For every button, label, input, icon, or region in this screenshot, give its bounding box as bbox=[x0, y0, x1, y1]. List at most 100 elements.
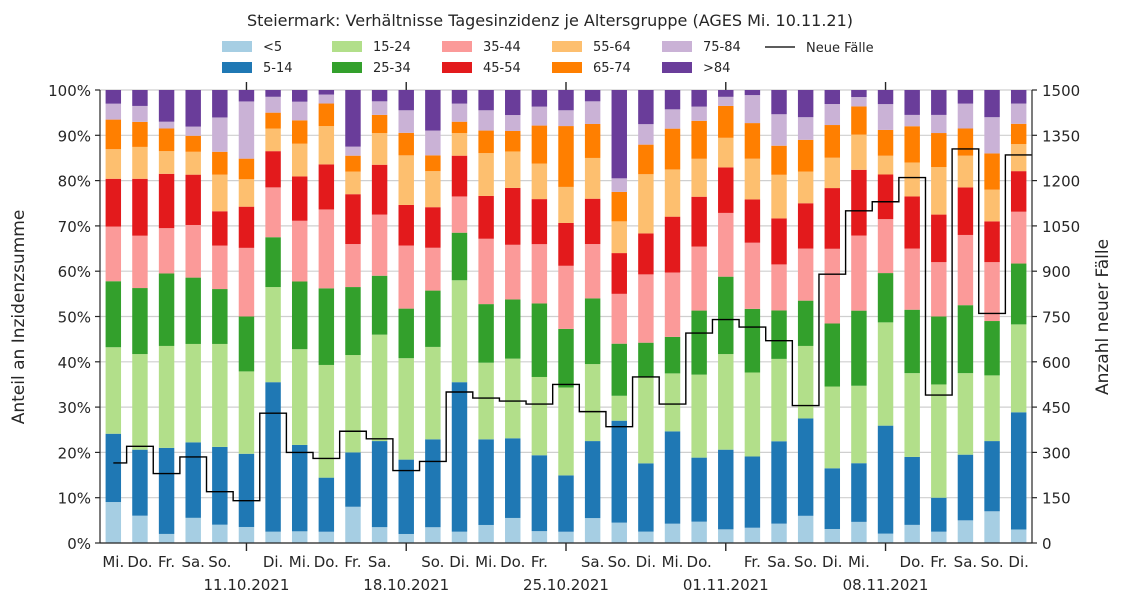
bar-segment bbox=[638, 274, 654, 343]
x-tick-label: Do. bbox=[687, 553, 712, 571]
bar-segment bbox=[824, 90, 841, 105]
y-tick-label-right: 0 bbox=[1042, 535, 1052, 553]
bar-segment bbox=[931, 316, 947, 385]
bar-segment bbox=[611, 90, 627, 179]
bar-segment bbox=[771, 145, 787, 175]
bar-segment bbox=[345, 287, 361, 356]
y-tick-label-right: 1200 bbox=[1042, 173, 1080, 191]
bar-segment bbox=[531, 90, 548, 107]
bar-segment bbox=[797, 117, 814, 140]
bar-segment bbox=[984, 441, 1000, 512]
bar-segment bbox=[398, 132, 414, 156]
bar-segment bbox=[718, 529, 734, 543]
bar-segment bbox=[691, 521, 707, 543]
bar-segment bbox=[451, 90, 468, 104]
bar-segment bbox=[425, 171, 441, 208]
bar-segment bbox=[584, 101, 601, 124]
bar-segment bbox=[851, 106, 867, 135]
bar-segment bbox=[797, 171, 814, 204]
legend-label: Neue Fälle bbox=[806, 41, 874, 56]
x-tick-label: Sa. bbox=[368, 553, 391, 571]
bar-segment bbox=[957, 187, 974, 235]
bar-segment bbox=[851, 521, 867, 543]
bar-segment bbox=[158, 173, 175, 229]
bar-segment bbox=[105, 90, 122, 104]
bar-segment bbox=[957, 305, 974, 374]
bar-segment bbox=[664, 523, 681, 543]
bar-segment bbox=[1010, 529, 1027, 543]
x-tick-label: So. bbox=[794, 553, 817, 571]
bar-segment bbox=[132, 178, 148, 236]
bar-segment bbox=[904, 114, 920, 127]
bar-segment bbox=[132, 354, 148, 450]
bar-segment bbox=[691, 246, 707, 311]
bar-segment bbox=[425, 290, 441, 347]
bar-segment bbox=[158, 121, 175, 129]
bar-segment bbox=[425, 155, 441, 172]
bar-segment bbox=[851, 134, 867, 170]
bar-segment bbox=[904, 456, 920, 525]
y-tick-label-right: 300 bbox=[1042, 444, 1071, 462]
bar-segment bbox=[212, 174, 228, 212]
bar-segment bbox=[771, 90, 787, 115]
bar-segment bbox=[797, 418, 814, 516]
legend-swatch bbox=[442, 41, 472, 52]
bar-segment bbox=[291, 220, 308, 282]
bar-segment bbox=[904, 373, 920, 457]
bar-segment bbox=[478, 304, 494, 363]
bar-segment bbox=[158, 128, 175, 152]
bar-segment bbox=[105, 178, 122, 227]
bar-segment bbox=[584, 518, 601, 543]
bar-segment bbox=[158, 151, 175, 174]
bar-segment bbox=[291, 176, 308, 221]
bar-segment bbox=[531, 125, 548, 164]
bar-segment bbox=[558, 265, 574, 329]
bar-segment bbox=[425, 207, 441, 248]
y-axis-left-label: Anteil an Inzidenzsumme bbox=[9, 210, 29, 425]
bar-segment bbox=[851, 310, 867, 386]
bar-segment bbox=[611, 191, 627, 222]
legend-swatch bbox=[442, 62, 472, 73]
legend-label: 15-24 bbox=[373, 40, 411, 55]
y-tick-label-right: 450 bbox=[1042, 399, 1071, 417]
bar-segment bbox=[185, 126, 201, 136]
bar-segment bbox=[132, 449, 148, 516]
bar-segment bbox=[291, 444, 308, 532]
y-tick-label-left: 30% bbox=[58, 399, 91, 417]
legend-swatch bbox=[552, 62, 582, 73]
x-tick-label: Di. bbox=[636, 553, 657, 571]
bar-segment bbox=[345, 355, 361, 453]
bar-segment bbox=[664, 216, 681, 273]
bar-segment bbox=[451, 280, 468, 383]
legend-label: <5 bbox=[263, 40, 282, 55]
bar-segment bbox=[478, 195, 494, 239]
legend-label: 55-64 bbox=[593, 40, 631, 55]
bar-segment bbox=[558, 387, 574, 476]
bar-segment bbox=[132, 146, 148, 179]
bar-segment bbox=[931, 90, 947, 115]
bar-segment bbox=[877, 533, 894, 543]
bar-segment bbox=[718, 276, 734, 355]
bar-segment bbox=[691, 106, 707, 121]
bar-segment bbox=[558, 126, 574, 187]
bar-segment bbox=[824, 157, 841, 189]
bar-segment bbox=[558, 186, 574, 223]
y-tick-label-left: 0% bbox=[67, 535, 91, 553]
x-tick-label: Mi. bbox=[289, 553, 311, 571]
bar-segment bbox=[877, 129, 894, 156]
bar-segment bbox=[371, 441, 388, 528]
y-tick-label-right: 1350 bbox=[1042, 127, 1080, 145]
bar-segment bbox=[132, 235, 148, 289]
bar-segment bbox=[505, 130, 521, 152]
bar-segment bbox=[345, 194, 361, 245]
bar-segment bbox=[291, 101, 308, 121]
bar-segment bbox=[531, 376, 548, 456]
bar-segment bbox=[638, 174, 654, 234]
bar-segment bbox=[638, 124, 654, 145]
legend-label: 65-74 bbox=[593, 61, 631, 76]
x-tick-label: Di. bbox=[822, 553, 843, 571]
bar-segment bbox=[904, 162, 920, 197]
bar-segment bbox=[265, 237, 281, 288]
bar-segment bbox=[664, 109, 681, 129]
